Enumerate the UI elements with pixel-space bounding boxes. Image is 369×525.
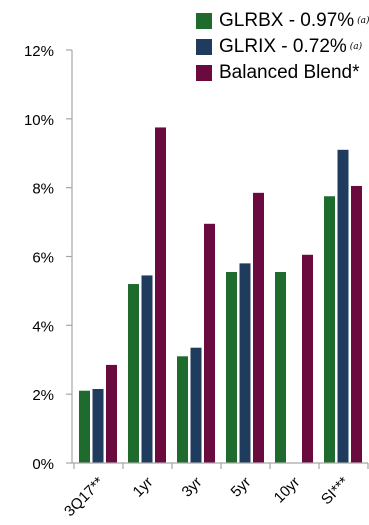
x-tick-label: SI*** <box>318 474 353 509</box>
y-tick-label: 10% <box>24 112 54 129</box>
bar-3yr-series-0 <box>177 356 188 463</box>
bar-3yr-series-2 <box>204 223 215 463</box>
legend-note-glrbx: (a) <box>357 16 369 26</box>
bar-5yr-series-0 <box>226 271 237 463</box>
y-tick-label: 4% <box>32 318 54 335</box>
legend-swatch-glrix <box>196 39 212 55</box>
bar-si-series-1 <box>337 149 349 463</box>
x-tick-label: 3yr <box>179 474 206 501</box>
bar-10yr-series-0 <box>275 271 286 463</box>
legend-item-balanced-blend: Balanced Blend* <box>196 60 369 86</box>
bar-5yr-series-1 <box>239 263 251 463</box>
y-tick-label: 0% <box>32 456 54 473</box>
bar-3q17-series-1 <box>92 389 104 463</box>
y-tick-label: 2% <box>32 387 54 404</box>
bar-si-series-0 <box>324 196 335 464</box>
x-tick-label: 10yr <box>271 474 304 507</box>
bar-5yr-series-2 <box>253 192 264 463</box>
legend-label-glrix: GLRIX - 0.72% <box>219 36 347 57</box>
bar-3q17-series-2 <box>106 364 117 463</box>
bar-1yr-series-1 <box>141 275 153 463</box>
legend-label-glrbx: GLRBX - 0.97% <box>219 10 355 31</box>
bar-1yr-series-2 <box>155 127 166 463</box>
y-tick-label: 6% <box>32 250 54 267</box>
x-tick-label: 5yr <box>228 474 255 501</box>
bar-si-series-2 <box>351 185 362 463</box>
legend-note-glrix: (a) <box>349 42 363 52</box>
y-tick-label: 12% <box>24 43 54 60</box>
bar-3q17-series-0 <box>79 390 90 463</box>
y-tick-label: 8% <box>32 181 54 198</box>
legend-item-glrbx: GLRBX - 0.97% (a) <box>196 8 369 34</box>
bar-1yr-series-0 <box>128 284 139 463</box>
legend-swatch-balanced-blend <box>196 65 212 81</box>
legend-swatch-glrbx <box>196 13 212 29</box>
x-tick-label: 1yr <box>130 474 157 501</box>
bar-10yr-series-2 <box>302 254 313 463</box>
bar-3yr-series-1 <box>190 347 202 463</box>
legend: GLRBX - 0.97% (a) GLRIX - 0.72% (a) Bala… <box>196 8 369 86</box>
x-tick-label: 3Q17** <box>61 474 107 520</box>
legend-label-balanced-blend: Balanced Blend* <box>219 62 360 83</box>
legend-item-glrix: GLRIX - 0.72% (a) <box>196 34 369 60</box>
